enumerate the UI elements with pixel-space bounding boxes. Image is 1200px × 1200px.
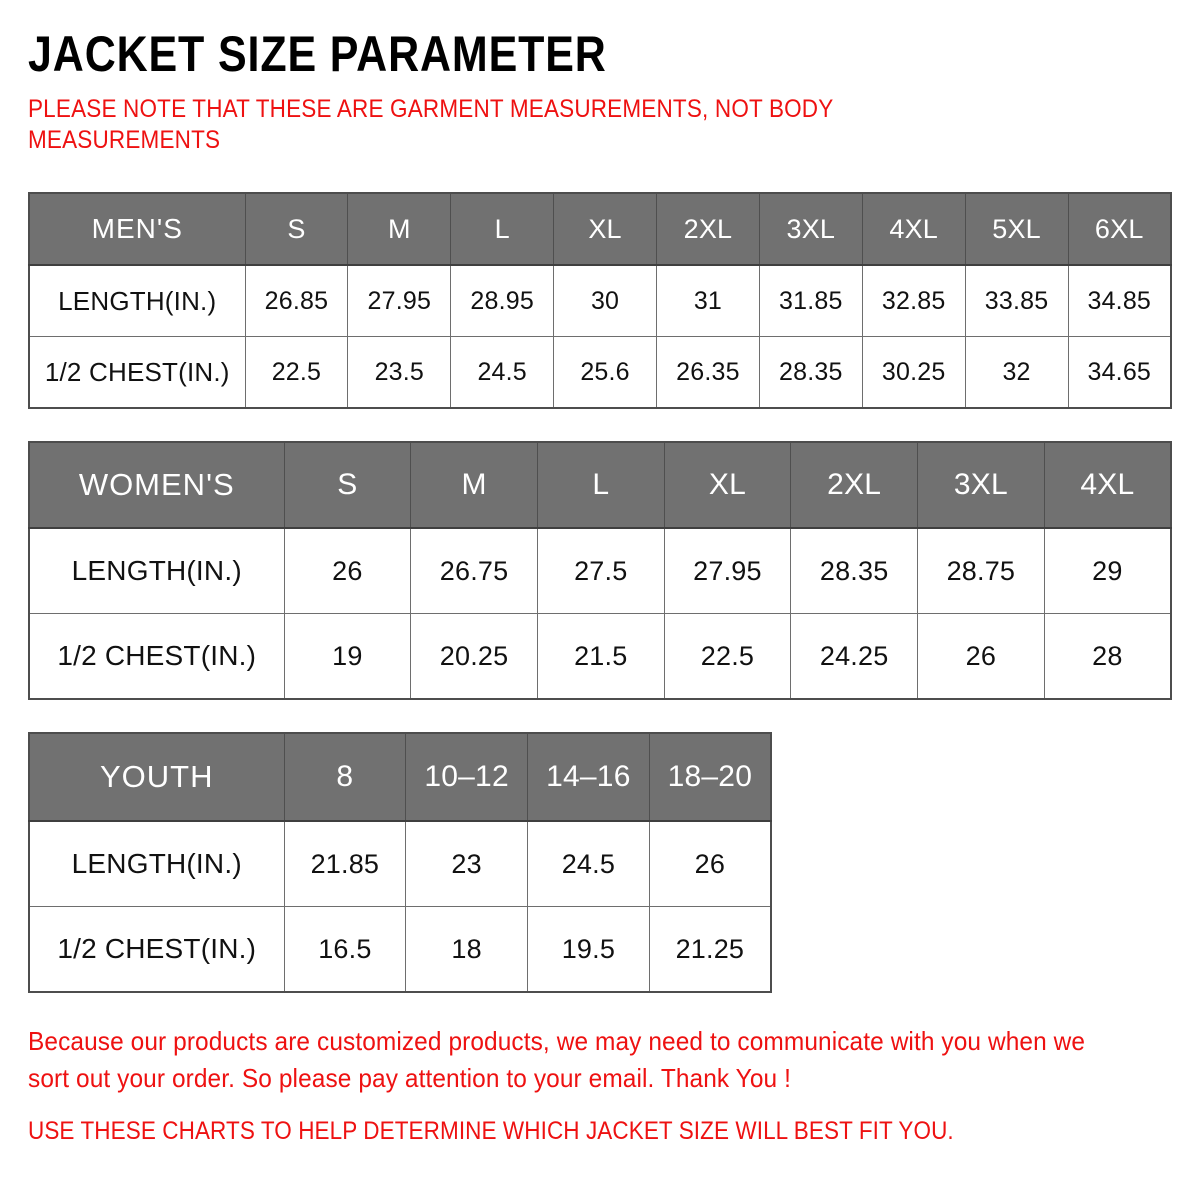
youth-value-cell: 26	[648, 820, 772, 907]
page-title: JACKET SIZE PARAMETER	[28, 26, 607, 82]
mens-size-header-m: M	[347, 192, 452, 266]
womens-value-cell: 26.75	[410, 527, 538, 614]
table-row: 1/2 CHEST(IN.) 22.5 23.5 24.5 25.6 26.35 28.35…	[28, 336, 1172, 409]
table-row: LENGTH(IN.) 26 26.75 27.5 27.95 28.35 28.75 29	[28, 527, 1172, 614]
youth-group-label: YOUTH	[28, 732, 285, 822]
mens-size-header-s: S	[244, 192, 349, 266]
womens-value-cell: 28.75	[917, 527, 1045, 614]
youth-row-label: LENGTH(IN.)	[28, 820, 285, 907]
mens-value-cell: 28.95	[450, 264, 555, 337]
mens-size-table: MEN'S S M L XL 2XL 3XL 4XL 5XL 6XL LENGTH(IN.) 26.…	[28, 192, 1172, 409]
youth-size-header-10-12: 10–12	[405, 732, 528, 822]
womens-value-cell: 21.5	[536, 613, 665, 700]
mens-value-cell: 34.65	[1067, 336, 1172, 409]
mens-value-cell: 26.85	[244, 264, 349, 337]
youth-value-cell: 16.5	[283, 906, 407, 993]
youth-value-cell: 19.5	[527, 906, 650, 993]
womens-value-cell: 22.5	[663, 613, 792, 700]
womens-group-label: WOMEN'S	[28, 441, 285, 529]
mens-row-label: LENGTH(IN.)	[28, 264, 246, 337]
youth-value-cell: 18	[405, 906, 528, 993]
womens-value-cell: 20.25	[410, 613, 538, 700]
womens-size-header-4xl: 4XL	[1043, 441, 1172, 529]
youth-size-header-14-16: 14–16	[527, 732, 650, 822]
womens-value-cell: 19	[283, 613, 412, 700]
womens-size-header-3xl: 3XL	[917, 441, 1045, 529]
youth-size-table: YOUTH 8 10–12 14–16 18–20 LENGTH(IN.) 21.85 23…	[28, 732, 772, 993]
mens-value-cell: 28.35	[758, 336, 863, 409]
youth-value-cell: 23	[405, 820, 528, 907]
mens-value-cell: 27.95	[347, 264, 452, 337]
womens-value-cell: 28.35	[790, 527, 919, 614]
womens-table-body: LENGTH(IN.) 26 26.75 27.5 27.95 28.35 28.75 29 1…	[28, 527, 1172, 700]
youth-row-label: 1/2 CHEST(IN.)	[28, 906, 285, 993]
mens-size-header-4xl: 4XL	[861, 192, 966, 266]
womens-value-cell: 27.95	[663, 527, 792, 614]
table-row: LENGTH(IN.) 21.85 23 24.5 26	[28, 820, 772, 907]
mens-size-header-5xl: 5XL	[964, 192, 1069, 266]
mens-size-header-2xl: 2XL	[656, 192, 760, 266]
womens-size-header-2xl: 2XL	[790, 441, 919, 529]
table-row: LENGTH(IN.) 26.85 27.95 28.95 30 31 31.85 32.85…	[28, 264, 1172, 337]
mens-size-header-3xl: 3XL	[758, 192, 863, 266]
womens-value-cell: 29	[1043, 527, 1172, 614]
mens-size-header-l: L	[450, 192, 555, 266]
youth-value-cell: 21.85	[283, 820, 407, 907]
mens-value-cell: 30	[553, 264, 657, 337]
mens-value-cell: 31	[656, 264, 760, 337]
youth-value-cell: 21.25	[648, 906, 772, 993]
table-row: 1/2 CHEST(IN.) 19 20.25 21.5 22.5 24.25 26 28	[28, 613, 1172, 700]
mens-value-cell: 23.5	[347, 336, 452, 409]
mens-value-cell: 30.25	[861, 336, 966, 409]
mens-value-cell: 31.85	[758, 264, 863, 337]
mens-value-cell: 26.35	[656, 336, 760, 409]
mens-value-cell: 25.6	[553, 336, 657, 409]
womens-size-header-l: L	[536, 441, 665, 529]
womens-value-cell: 27.5	[536, 527, 665, 614]
womens-size-header-xl: XL	[663, 441, 792, 529]
womens-table-head: WOMEN'S S M L XL 2XL 3XL 4XL	[28, 441, 1172, 529]
youth-size-header-8: 8	[283, 732, 407, 822]
mens-value-cell: 33.85	[964, 264, 1069, 337]
womens-value-cell: 24.25	[790, 613, 919, 700]
mens-value-cell: 34.85	[1067, 264, 1172, 337]
table-row: 1/2 CHEST(IN.) 16.5 18 19.5 21.25	[28, 906, 772, 993]
youth-size-header-18-20: 18–20	[648, 732, 772, 822]
womens-value-cell: 26	[917, 613, 1045, 700]
mens-value-cell: 24.5	[450, 336, 555, 409]
womens-size-header-s: S	[283, 441, 412, 529]
womens-header-row: WOMEN'S S M L XL 2XL 3XL 4XL	[28, 441, 1172, 529]
womens-size-table: WOMEN'S S M L XL 2XL 3XL 4XL LENGTH(IN.) 26 26.75…	[28, 441, 1172, 700]
mens-size-header-6xl: 6XL	[1067, 192, 1172, 266]
womens-value-cell: 28	[1043, 613, 1172, 700]
use-charts-note: USE THESE CHARTS TO HELP DETERMINE WHICH…	[28, 1117, 954, 1145]
mens-table-head: MEN'S S M L XL 2XL 3XL 4XL 5XL 6XL	[28, 192, 1172, 266]
mens-value-cell: 32	[964, 336, 1069, 409]
customization-note: Because our products are customized prod…	[28, 1026, 1086, 1093]
mens-value-cell: 22.5	[244, 336, 349, 409]
mens-header-row: MEN'S S M L XL 2XL 3XL 4XL 5XL 6XL	[28, 192, 1172, 266]
mens-table-body: LENGTH(IN.) 26.85 27.95 28.95 30 31 31.85 32.85…	[28, 264, 1172, 409]
garment-measurement-note: PLEASE NOTE THAT THESE ARE GARMENT MEASU…	[28, 95, 834, 154]
youth-value-cell: 24.5	[527, 820, 650, 907]
mens-size-header-xl: XL	[553, 192, 657, 266]
mens-row-label: 1/2 CHEST(IN.)	[28, 336, 246, 409]
mens-value-cell: 32.85	[861, 264, 966, 337]
womens-size-header-m: M	[410, 441, 538, 529]
youth-header-row: YOUTH 8 10–12 14–16 18–20	[28, 732, 772, 822]
youth-table-head: YOUTH 8 10–12 14–16 18–20	[28, 732, 772, 822]
womens-row-label: LENGTH(IN.)	[28, 527, 285, 614]
youth-table-body: LENGTH(IN.) 21.85 23 24.5 26 1/2 CHEST(IN.) 16…	[28, 820, 772, 993]
womens-value-cell: 26	[283, 527, 412, 614]
womens-row-label: 1/2 CHEST(IN.)	[28, 613, 285, 700]
mens-group-label: MEN'S	[28, 192, 246, 266]
